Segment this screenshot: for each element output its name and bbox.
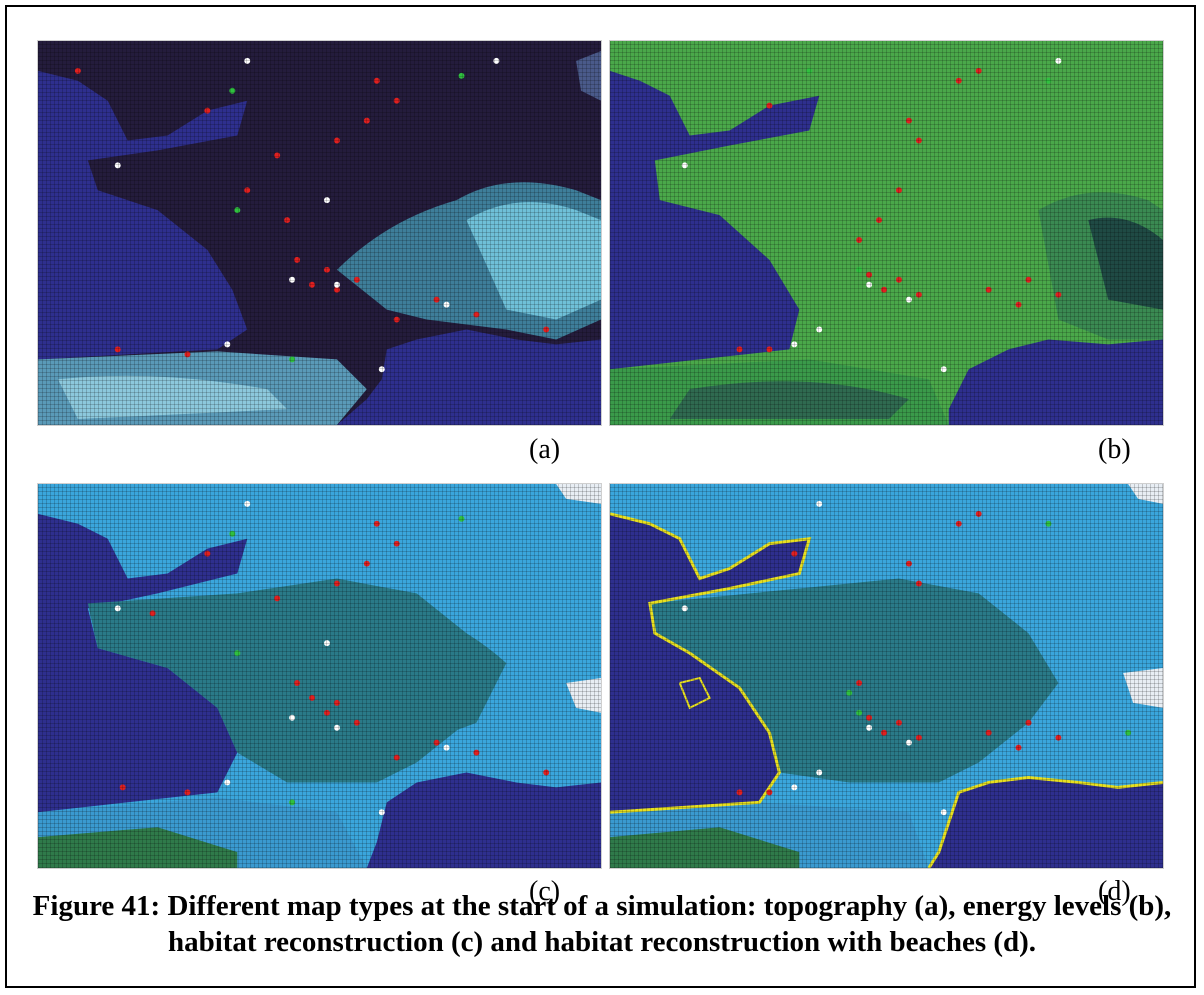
panel-label-a: (a)	[529, 434, 561, 465]
figure-caption: Figure 41: Different map types at the st…	[32, 890, 1172, 958]
topography-map	[38, 41, 601, 425]
map-panel-energy	[609, 40, 1164, 426]
panel-label-b: (b)	[1098, 434, 1131, 465]
map-panel-habitat-beaches	[609, 483, 1164, 869]
panel-label-d: (d)	[1098, 876, 1131, 907]
habitat-map	[38, 484, 601, 868]
panel-label-c: (c)	[529, 876, 561, 907]
habitat-beaches-map	[610, 484, 1163, 868]
map-panel-topography	[37, 40, 602, 426]
figure-frame	[5, 5, 1196, 988]
energy-map	[610, 41, 1163, 425]
map-panel-habitat	[37, 483, 602, 869]
